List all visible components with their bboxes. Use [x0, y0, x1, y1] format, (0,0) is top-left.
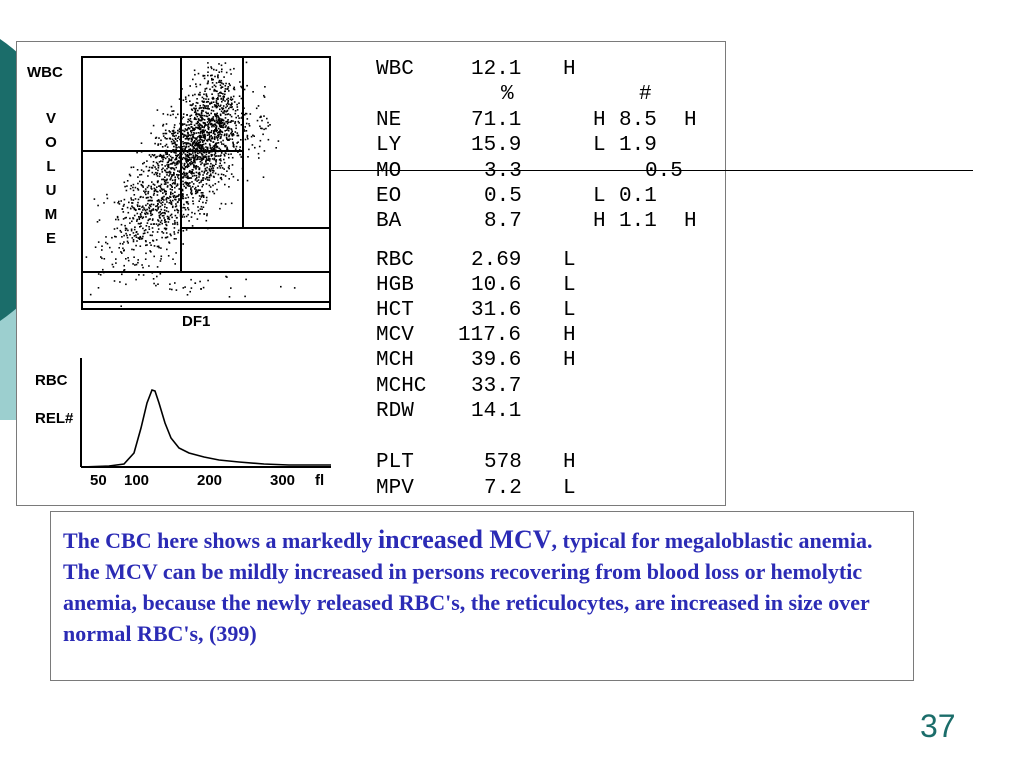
diff-flag: H: [593, 109, 606, 132]
histogram-y-label-bottom: REL#: [35, 410, 74, 427]
histogram-x-tick: 200: [197, 472, 223, 489]
scatter-dots: [85, 61, 296, 307]
rbc-index-name: MCH: [376, 349, 414, 372]
diff-name: EO: [376, 185, 402, 208]
result-value: 12.1: [471, 58, 522, 81]
wbc-scatterplot: [81, 56, 331, 310]
rbc-index-name: MCHC: [376, 375, 427, 398]
caption-box: The CBC here shows a markedly increased …: [50, 511, 914, 681]
header-absolute: #: [639, 83, 652, 106]
histogram-curve: [80, 388, 331, 468]
result-name: WBC: [376, 58, 414, 81]
rbc-index-flag: L: [563, 299, 576, 322]
diff-name: LY: [376, 134, 402, 157]
caption-text-continued: , typical for megaloblastic anemia. The …: [63, 528, 873, 646]
rbc-index-name: MCV: [376, 324, 414, 347]
rbc-index-value: 2.69: [471, 249, 522, 272]
rbc-index-flag: L: [563, 274, 576, 297]
horizontal-rule: [330, 170, 973, 171]
cbc-report-panel: WBC V O L U M E DF1 RBC REL# 50 100 200 …: [16, 41, 726, 506]
diff-abs: 0.5: [645, 160, 683, 183]
diff-name: NE: [376, 109, 402, 132]
scatter-y-label: WBC: [27, 64, 63, 81]
platelet-flag: L: [563, 477, 576, 500]
diff-flag: L: [593, 134, 606, 157]
histogram-x-tick: 50: [90, 472, 107, 489]
rbc-index-flag: H: [563, 324, 576, 347]
diff-name: BA: [376, 210, 402, 233]
histogram-x-tick: fl: [315, 472, 325, 489]
rbc-index-name: HCT: [376, 299, 414, 322]
volume-letter: E: [45, 230, 56, 247]
caption-text: The CBC here shows a markedly: [63, 528, 378, 553]
histogram-y-label-top: RBC: [35, 372, 68, 389]
rbc-index-name: RDW: [376, 400, 414, 423]
diff-flag: H: [593, 210, 606, 233]
rbc-index-value: 39.6: [471, 349, 522, 372]
diff-pct: 3.3: [484, 160, 522, 183]
rbc-index-value: 31.6: [471, 299, 522, 322]
caption-emphasis: increased MCV: [377, 525, 552, 554]
diff-name: MO: [376, 160, 402, 183]
rbc-index-flag: H: [563, 349, 576, 372]
volume-letter: M: [44, 206, 58, 223]
diff-pct: 8.7: [484, 210, 522, 233]
page-number: 37: [920, 708, 956, 744]
histogram-x-tick: 100: [124, 472, 150, 489]
rbc-index-name: HGB: [376, 274, 414, 297]
header-percent: %: [501, 83, 514, 106]
volume-letter: L: [46, 158, 56, 175]
platelet-flag: H: [563, 451, 576, 474]
diff-abs: 1.1: [619, 210, 657, 233]
diff-pct: 0.5: [484, 185, 522, 208]
diff-abs-flag: H: [684, 210, 697, 233]
histogram-x-tick: 300: [270, 472, 296, 489]
diff-pct: 15.9: [471, 134, 522, 157]
rbc-histogram: [80, 358, 331, 468]
diff-abs: 8.5: [619, 109, 657, 132]
rbc-index-name: RBC: [376, 249, 414, 272]
result-flag: H: [563, 58, 576, 81]
rbc-index-value: 10.6: [471, 274, 522, 297]
rbc-index-flag: L: [563, 249, 576, 272]
volume-letter: U: [45, 182, 57, 199]
platelet-value: 7.2: [484, 477, 522, 500]
diff-abs-flag: H: [684, 109, 697, 132]
rbc-index-value: 117.6: [458, 324, 522, 347]
volume-letter: O: [45, 134, 57, 151]
platelet-name: MPV: [376, 477, 414, 500]
scatter-x-label: DF1: [182, 313, 211, 330]
volume-letter: V: [45, 110, 56, 127]
diff-abs: 1.9: [619, 134, 657, 157]
platelet-name: PLT: [376, 451, 414, 474]
diff-abs: 0.1: [619, 185, 657, 208]
diff-pct: 71.1: [471, 109, 522, 132]
rbc-index-value: 33.7: [471, 375, 522, 398]
diff-flag: L: [593, 185, 606, 208]
rbc-index-value: 14.1: [471, 400, 522, 423]
platelet-value: 578: [484, 451, 522, 474]
